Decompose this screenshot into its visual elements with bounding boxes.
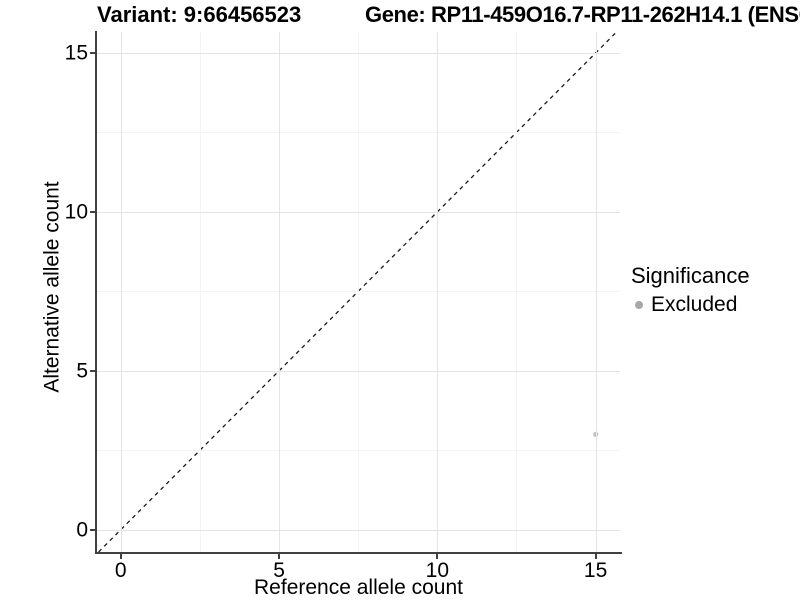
gridline-major-horizontal <box>97 52 620 54</box>
x-axis-title: Reference allele count <box>254 576 463 599</box>
x-tick-label: 15 <box>583 559 608 582</box>
legend-item-excluded: Excluded <box>631 292 750 317</box>
gridline-minor-horizontal <box>97 291 620 293</box>
y-tick-label: 5 <box>76 359 88 383</box>
x-axis-line <box>95 552 622 554</box>
y-tick-mark <box>90 369 95 372</box>
gridline-major-horizontal <box>97 370 620 372</box>
variant-title: Variant: 9:66456523 <box>97 2 302 27</box>
gridline-major-vertical <box>595 32 597 552</box>
gridline-major-vertical <box>279 32 281 552</box>
y-tick-mark <box>90 528 95 531</box>
x-tick-label: 10 <box>425 559 450 582</box>
x-tick-mark <box>278 554 281 559</box>
y-tick-label: 10 <box>64 200 88 224</box>
gridline-major-horizontal <box>97 529 620 531</box>
y-tick-mark <box>90 210 95 213</box>
gridline-minor-horizontal <box>97 450 620 452</box>
y-axis-line <box>95 31 97 554</box>
gridline-major-vertical <box>120 32 122 552</box>
y-tick-label: 15 <box>64 41 88 65</box>
legend: Significance Excluded <box>631 263 750 318</box>
gridline-major-vertical <box>437 32 439 552</box>
x-tick-mark <box>119 554 122 559</box>
y-tick-mark <box>90 51 95 54</box>
identity-line <box>98 31 617 553</box>
legend-item-label: Excluded <box>651 293 738 317</box>
x-tick-label: 0 <box>114 559 127 582</box>
gridline-minor-horizontal <box>97 132 620 134</box>
legend-point-swatch-icon <box>635 300 643 309</box>
gene-title: Gene: RP11-459O16.7-RP11-262H14.1 (ENSG0 <box>365 2 800 27</box>
plot-panel <box>97 31 620 553</box>
legend-title: Significance <box>631 263 750 288</box>
gridline-major-horizontal <box>97 211 620 213</box>
x-tick-mark <box>436 554 439 559</box>
x-tick-label: 5 <box>273 559 285 582</box>
y-tick-label: 0 <box>76 518 88 542</box>
x-tick-mark <box>594 554 597 559</box>
